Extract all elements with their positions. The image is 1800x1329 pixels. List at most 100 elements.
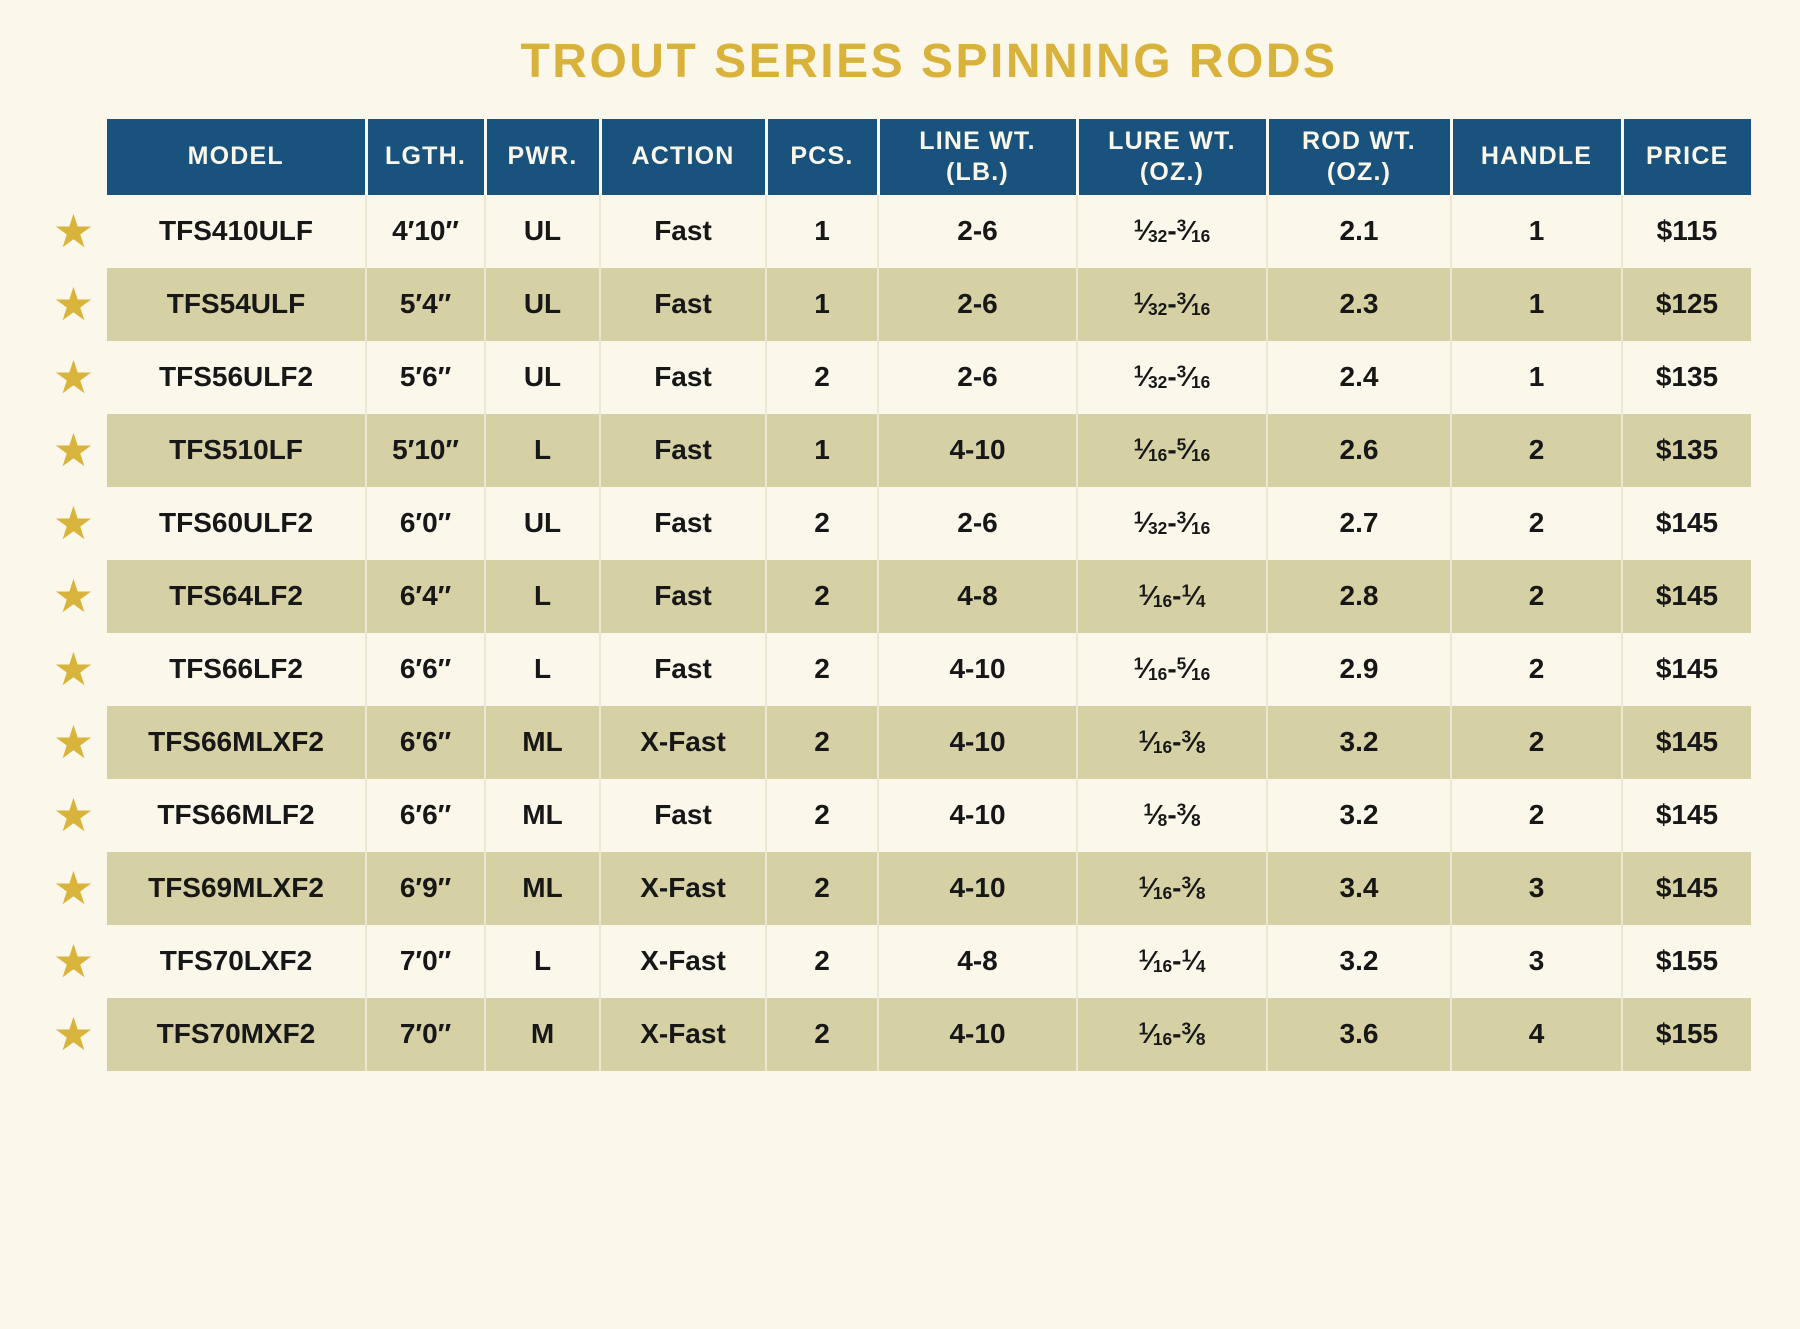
cell-length: 6′9″	[365, 851, 485, 925]
page-title: TROUT SERIES SPINNING RODS	[520, 35, 1338, 88]
cell-pieces: 2	[765, 340, 878, 414]
cell-handle: 3	[1450, 924, 1622, 998]
column-header-power: PWR.	[483, 118, 600, 195]
cell-price: $155	[1621, 924, 1751, 998]
cell-power: UL	[484, 340, 600, 414]
cell-length: 6′6″	[365, 632, 485, 706]
cell-model: TFS54ULF	[107, 267, 366, 341]
cell-line_wt: 4-10	[877, 851, 1077, 925]
cell-action: Fast	[599, 267, 766, 341]
cell-pieces: 2	[765, 851, 878, 925]
cell-price: $145	[1621, 778, 1751, 852]
cell-action: Fast	[599, 194, 766, 268]
cell-pieces: 1	[765, 267, 878, 341]
cell-action: Fast	[599, 778, 766, 852]
cell-model: TFS64LF2	[107, 559, 366, 633]
cell-length: 6′6″	[365, 778, 485, 852]
cell-line_wt: 4-8	[877, 924, 1077, 998]
cell-lure_wt: 1⁄32-3⁄16	[1076, 194, 1267, 268]
cell-lure_wt: 1⁄8-3⁄8	[1076, 778, 1267, 852]
cell-lure_wt: 1⁄32-3⁄16	[1076, 340, 1267, 414]
star-icon: ★	[0, 851, 107, 925]
cell-model: TFS66MLF2	[107, 778, 366, 852]
cell-model: TFS69MLXF2	[107, 851, 366, 925]
cell-length: 5′6″	[365, 340, 485, 414]
cell-rod_wt: 3.2	[1266, 778, 1451, 852]
cell-power: L	[484, 632, 600, 706]
cell-pieces: 1	[765, 413, 878, 487]
cell-price: $145	[1621, 705, 1751, 779]
cell-length: 5′10″	[365, 413, 485, 487]
cell-rod_wt: 2.4	[1266, 340, 1451, 414]
column-header-rod_wt: ROD WT. (OZ.)	[1265, 118, 1451, 195]
star-icon: ★	[0, 194, 107, 268]
star-column-header	[0, 119, 107, 195]
cell-handle: 2	[1450, 632, 1622, 706]
cell-lure_wt: 1⁄32-3⁄16	[1076, 486, 1267, 560]
cell-price: $145	[1621, 559, 1751, 633]
cell-lure_wt: 1⁄16-3⁄8	[1076, 851, 1267, 925]
cell-power: UL	[484, 486, 600, 560]
cell-line_wt: 2-6	[877, 340, 1077, 414]
table-row-TFS70LXF2: ★ TFS70LXF2 7′0″ L X-Fast 2 4-8 1⁄16-1⁄4 3.2 3 $15…	[0, 924, 1751, 998]
cell-price: $145	[1621, 486, 1751, 560]
cell-line_wt: 2-6	[877, 194, 1077, 268]
star-icon: ★	[0, 559, 107, 633]
cell-model: TFS60ULF2	[107, 486, 366, 560]
column-header-lure_wt: LURE WT. (OZ.)	[1075, 118, 1267, 195]
cell-handle: 2	[1450, 486, 1622, 560]
column-header-length: LGTH.	[364, 118, 485, 195]
cell-model: TFS66MLXF2	[107, 705, 366, 779]
cell-line_wt: 2-6	[877, 267, 1077, 341]
star-icon: ★	[0, 778, 107, 852]
cell-rod_wt: 2.6	[1266, 413, 1451, 487]
table-row-TFS60ULF2: ★ TFS60ULF2 6′0″ UL Fast 2 2-6 1⁄32-3⁄16 2.7 2 $14…	[0, 486, 1751, 560]
cell-action: X-Fast	[599, 705, 766, 779]
cell-handle: 4	[1450, 997, 1622, 1071]
cell-line_wt: 2-6	[877, 486, 1077, 560]
table-row-TFS56ULF2: ★ TFS56ULF2 5′6″ UL Fast 2 2-6 1⁄32-3⁄16 2.4 1 $13…	[0, 340, 1751, 414]
cell-price: $145	[1621, 851, 1751, 925]
cell-action: X-Fast	[599, 851, 766, 925]
table-header-row: MODEL LGTH. PWR. ACTION PCS. LINE WT. (LB.) LU…	[0, 118, 1751, 195]
cell-rod_wt: 3.6	[1266, 997, 1451, 1071]
cell-rod_wt: 2.8	[1266, 559, 1451, 633]
cell-pieces: 2	[765, 924, 878, 998]
table-row-TFS64LF2: ★ TFS64LF2 6′4″ L Fast 2 4-8 1⁄16-1⁄4 2.8 2 $145	[0, 559, 1751, 633]
cell-rod_wt: 3.4	[1266, 851, 1451, 925]
cell-line_wt: 4-10	[877, 778, 1077, 852]
cell-pieces: 2	[765, 486, 878, 560]
cell-model: TFS410ULF	[107, 194, 366, 268]
cell-power: UL	[484, 267, 600, 341]
cell-length: 6′6″	[365, 705, 485, 779]
cell-line_wt: 4-10	[877, 413, 1077, 487]
cell-lure_wt: 1⁄16-5⁄16	[1076, 413, 1267, 487]
column-header-line_wt: LINE WT. (LB.)	[876, 118, 1077, 195]
cell-lure_wt: 1⁄16-5⁄16	[1076, 632, 1267, 706]
cell-action: Fast	[599, 632, 766, 706]
cell-action: Fast	[599, 559, 766, 633]
trout-rods-spec-sheet: TROUT SERIES SPINNING RODS MODEL LGTH. PWR…	[0, 35, 1800, 1329]
star-icon: ★	[0, 632, 107, 706]
table-row-TFS69MLXF2: ★ TFS69MLXF2 6′9″ ML X-Fast 2 4-10 1⁄16-3⁄8 3.4 3…	[0, 851, 1751, 925]
table-row-TFS66MLF2: ★ TFS66MLF2 6′6″ ML Fast 2 4-10 1⁄8-3⁄8 3.2 2 $145	[0, 778, 1751, 852]
cell-length: 6′0″	[365, 486, 485, 560]
cell-handle: 1	[1450, 267, 1622, 341]
cell-model: TFS70MXF2	[107, 997, 366, 1071]
cell-pieces: 2	[765, 632, 878, 706]
cell-pieces: 2	[765, 997, 878, 1071]
column-header-handle: HANDLE	[1449, 118, 1622, 195]
cell-action: Fast	[599, 486, 766, 560]
star-icon: ★	[0, 997, 107, 1071]
table-row-TFS70MXF2: ★ TFS70MXF2 7′0″ M X-Fast 2 4-10 1⁄16-3⁄8 3.6 4 $1…	[0, 997, 1751, 1071]
star-icon: ★	[0, 413, 107, 487]
column-header-price: PRICE	[1620, 118, 1751, 195]
cell-power: L	[484, 559, 600, 633]
cell-line_wt: 4-10	[877, 632, 1077, 706]
cell-rod_wt: 2.7	[1266, 486, 1451, 560]
cell-price: $125	[1621, 267, 1751, 341]
table-row-TFS66LF2: ★ TFS66LF2 6′6″ L Fast 2 4-10 1⁄16-5⁄16 2.9 2 $145	[0, 632, 1751, 706]
cell-handle: 2	[1450, 559, 1622, 633]
cell-length: 5′4″	[365, 267, 485, 341]
cell-line_wt: 4-10	[877, 997, 1077, 1071]
